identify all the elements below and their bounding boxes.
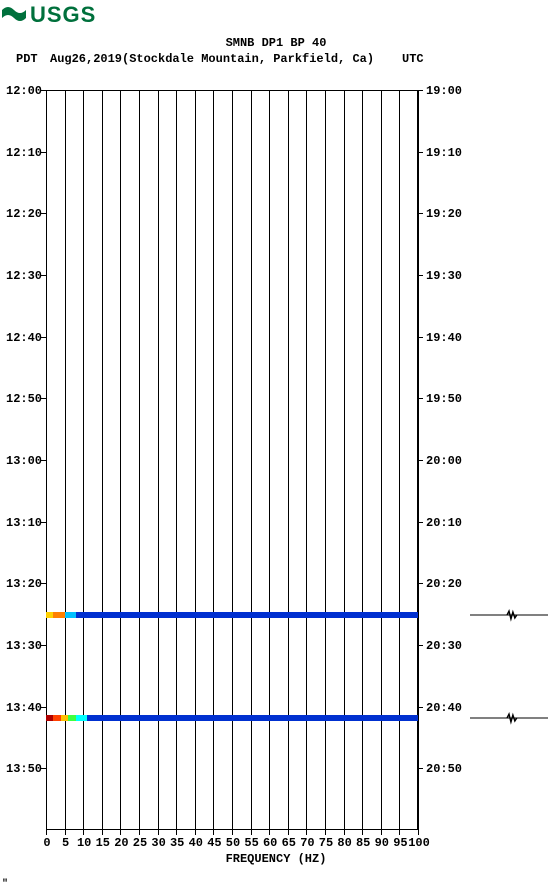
x-tick <box>251 830 252 835</box>
y-tick-label-right: 20:00 <box>426 454 462 468</box>
y-tick-label-left: 12:30 <box>6 269 42 283</box>
usgs-logo-text: USGS <box>30 2 96 28</box>
spectrogram-band-segment <box>46 715 53 721</box>
y-tick-label-left: 13:40 <box>6 701 42 715</box>
y-tick-label-right: 19:30 <box>426 269 462 283</box>
x-tick <box>65 830 66 835</box>
x-tick <box>195 830 196 835</box>
spectrogram-band-segment <box>46 612 53 618</box>
y-tick-label-right: 20:20 <box>426 577 462 591</box>
y-tick-right <box>418 707 423 708</box>
x-tick <box>46 830 47 835</box>
y-tick-label-left: 13:20 <box>6 577 42 591</box>
x-tick <box>83 830 84 835</box>
x-tick-label: 100 <box>408 836 430 850</box>
x-tick <box>325 830 326 835</box>
subtitle-location: (Stockdale Mountain, Parkfield, Ca) <box>122 52 374 66</box>
right-tz-label: UTC <box>402 52 424 66</box>
right-waveform-marker <box>470 608 548 622</box>
y-tick-label-left: 12:10 <box>6 146 42 160</box>
x-tick <box>176 830 177 835</box>
y-tick-label-left: 12:50 <box>6 392 42 406</box>
y-tick-label-left: 13:50 <box>6 762 42 776</box>
y-tick-label-left: 13:00 <box>6 454 42 468</box>
subtitle-date: Aug26,2019 <box>50 52 122 66</box>
y-tick-label-right: 19:40 <box>426 331 462 345</box>
x-tick <box>288 830 289 835</box>
x-tick <box>120 830 121 835</box>
spectrogram-band-segment <box>65 612 76 618</box>
y-tick-label-left: 12:20 <box>6 207 42 221</box>
y-tick-label-left: 13:30 <box>6 639 42 653</box>
y-tick-right <box>418 275 423 276</box>
y-tick-right <box>418 583 423 584</box>
x-tick <box>102 830 103 835</box>
left-tz-label: PDT <box>16 52 38 66</box>
y-tick-label-right: 19:10 <box>426 146 462 160</box>
y-tick-label-right: 20:10 <box>426 516 462 530</box>
spectrogram-band-segment <box>76 612 418 618</box>
x-tick <box>344 830 345 835</box>
x-tick <box>158 830 159 835</box>
y-tick-right <box>418 337 423 338</box>
spectrogram-band-segment <box>53 715 60 721</box>
y-tick-label-left: 13:10 <box>6 516 42 530</box>
y-tick-label-right: 20:40 <box>426 701 462 715</box>
y-tick-right <box>418 152 423 153</box>
usgs-wave-icon <box>2 4 26 26</box>
y-tick-right <box>418 213 423 214</box>
x-tick <box>418 830 419 835</box>
y-tick-label-right: 19:00 <box>426 84 462 98</box>
x-tick <box>232 830 233 835</box>
y-tick-right <box>418 522 423 523</box>
chart-title: SMNB DP1 BP 40 <box>0 36 552 50</box>
corner-mark: " <box>2 879 8 890</box>
x-tick <box>269 830 270 835</box>
y-tick-label-right: 20:50 <box>426 762 462 776</box>
y-tick-label-left: 12:00 <box>6 84 42 98</box>
spectrogram-band-segment <box>87 715 418 721</box>
x-tick <box>213 830 214 835</box>
y-tick-right <box>418 398 423 399</box>
spectrogram-band-segment <box>76 715 87 721</box>
x-axis-title: FREQUENCY (HZ) <box>0 852 552 866</box>
x-tick <box>139 830 140 835</box>
usgs-logo: USGS <box>2 2 96 28</box>
spectrogram-band-segment <box>53 612 64 618</box>
y-tick-right <box>418 768 423 769</box>
y-tick-label-right: 19:50 <box>426 392 462 406</box>
x-tick <box>362 830 363 835</box>
y-tick-right <box>418 90 423 91</box>
y-tick-right <box>418 645 423 646</box>
x-tick <box>306 830 307 835</box>
spectrogram-band-segment <box>61 715 68 721</box>
y-tick-label-left: 12:40 <box>6 331 42 345</box>
y-tick-label-right: 20:30 <box>426 639 462 653</box>
y-tick-label-right: 19:20 <box>426 207 462 221</box>
x-tick <box>381 830 382 835</box>
x-tick <box>399 830 400 835</box>
spectrogram-band-segment <box>68 715 75 721</box>
right-waveform-marker <box>470 711 548 725</box>
y-tick-right <box>418 460 423 461</box>
